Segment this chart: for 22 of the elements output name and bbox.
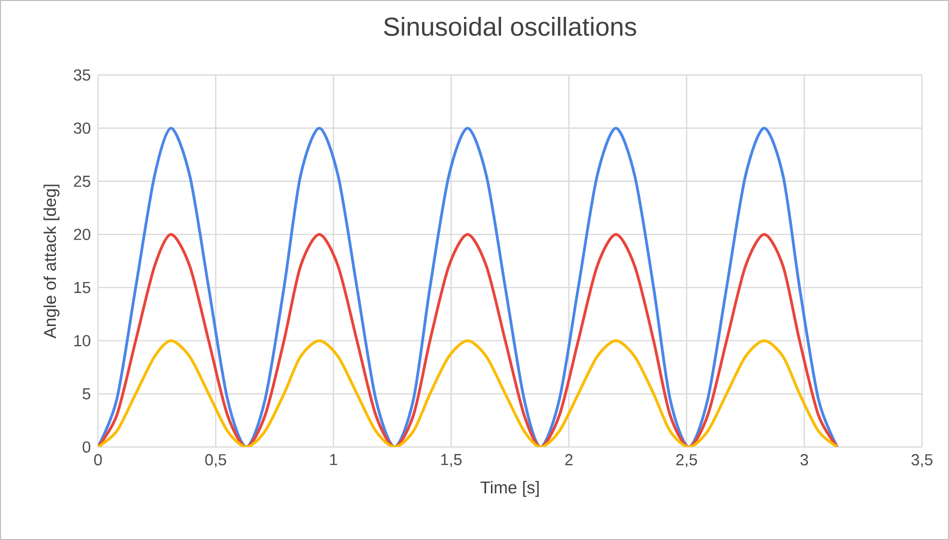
- y-tick-label: 5: [82, 388, 90, 400]
- y-tick-label: 0: [82, 441, 90, 453]
- y-axis-title: Angle of attack [deg]: [44, 184, 60, 338]
- x-tick-label: 1: [330, 454, 338, 466]
- x-tick-label: 3: [800, 454, 808, 466]
- line-series: [98, 233, 839, 447]
- y-tick-label: 25: [74, 176, 90, 187]
- y-tick-label: 30: [74, 122, 90, 134]
- x-tick-label: 2: [565, 454, 572, 466]
- chart-title: Sinusoidal oscillations: [384, 16, 636, 36]
- x-tick-label: 3,5: [911, 454, 932, 468]
- y-tick-label: 10: [74, 335, 90, 346]
- x-tick-label: 0: [94, 454, 102, 466]
- y-tick-label: 35: [74, 69, 90, 81]
- x-tick-label: 0,5: [205, 454, 226, 468]
- line-series: [98, 339, 839, 447]
- x-tick-label: 2,5: [676, 454, 698, 468]
- y-tick-label: 20: [74, 228, 90, 240]
- x-tick-label: 1,5: [441, 454, 462, 468]
- y-tick-label: 15: [74, 282, 90, 294]
- x-axis-title: Time [s]: [480, 480, 539, 497]
- line-series: [98, 126, 839, 447]
